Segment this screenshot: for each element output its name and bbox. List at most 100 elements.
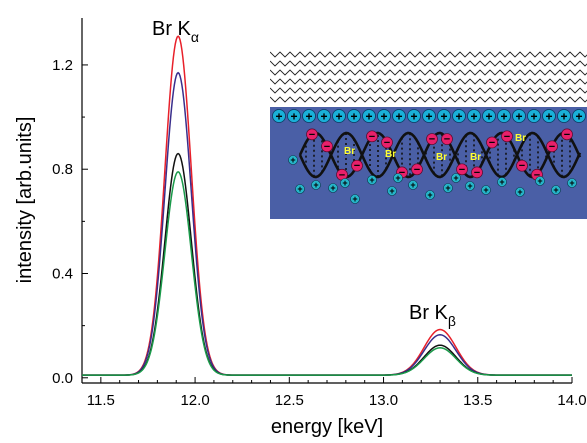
counterion: + — [451, 173, 461, 183]
counterion: + — [497, 177, 507, 187]
x-tick-label: 14.0 — [557, 392, 586, 409]
svg-text:+: + — [395, 173, 400, 183]
svg-text:+: + — [290, 155, 295, 165]
series-layer — [82, 35, 572, 376]
anion-charge: − — [411, 163, 423, 176]
x-tick-label: 13.0 — [369, 392, 398, 409]
surface-charge: + — [377, 109, 391, 124]
surface-charge: + — [422, 109, 436, 124]
svg-text:+: + — [569, 178, 574, 188]
svg-text:−: − — [564, 129, 570, 141]
counterions: ++ + + ++++++++++ ++++++ — [288, 155, 577, 204]
annotation-br-k-beta-sub: β — [448, 313, 456, 329]
inset-br-label: Br — [515, 133, 526, 144]
svg-text:+: + — [517, 187, 522, 197]
counterion: + — [387, 186, 397, 196]
svg-text:+: + — [537, 176, 542, 186]
svg-text:+: + — [380, 110, 387, 124]
annotation-br-k-alpha: Br Kα — [152, 18, 199, 45]
anion-charge: − — [306, 128, 318, 141]
svg-text:−: − — [324, 141, 330, 153]
anion-charge: − — [381, 136, 393, 149]
anion-charge: − — [561, 128, 573, 141]
counterion: + — [340, 178, 350, 188]
series-line — [82, 170, 572, 376]
inset-br-label: Br — [436, 152, 447, 163]
inset-br-label: Br — [385, 149, 396, 160]
svg-text:+: + — [275, 110, 282, 124]
counterion: + — [465, 181, 475, 191]
counterion: + — [551, 185, 561, 195]
svg-text:−: − — [399, 167, 405, 179]
surfactant-chain — [270, 51, 587, 58]
dna-helix: −−−−−−− −− −− −−−−−−− — [298, 128, 582, 181]
y-tick-label: 0.8 — [52, 161, 73, 178]
x-axis-ticks: 11.5 12.0 12.5 13.0 13.5 14.0 — [87, 377, 587, 409]
counterion: + — [328, 183, 338, 193]
surface-charge: + — [467, 109, 481, 124]
svg-text:+: + — [545, 110, 552, 124]
svg-text:+: + — [427, 190, 432, 200]
y-axis-ticks: 0.0 0.4 0.8 1.2 — [52, 57, 88, 387]
annotation-br-k-alpha-sub: α — [191, 29, 199, 45]
svg-text:−: − — [309, 129, 315, 141]
svg-text:+: + — [445, 183, 450, 193]
surface-charge: + — [437, 109, 451, 124]
br-ion-labels: Br Br Br Br Br — [344, 133, 526, 163]
svg-text:+: + — [530, 110, 537, 124]
surfactant-chain — [270, 87, 587, 94]
svg-text:+: + — [483, 185, 488, 195]
y-tick-label: 0.4 — [52, 266, 73, 283]
counterion: + — [408, 180, 418, 190]
counterion: + — [295, 184, 305, 194]
plot-area: 11.5 12.0 12.5 13.0 13.5 14.0 0.0 0.4 0.8 1.2 — [52, 18, 587, 409]
anion-charge: − — [516, 159, 528, 172]
inset-br-label: Br — [344, 146, 355, 157]
anion-charge: − — [321, 140, 333, 153]
svg-text:+: + — [453, 173, 458, 183]
svg-text:+: + — [330, 183, 335, 193]
surface-charge: + — [572, 109, 586, 124]
svg-text:+: + — [389, 186, 394, 196]
counterion: + — [515, 187, 525, 197]
svg-text:+: + — [499, 177, 504, 187]
svg-text:−: − — [504, 131, 510, 143]
y-axis-title: intensity [arb.units] — [14, 117, 36, 284]
surfactant-chain — [270, 96, 587, 103]
svg-text:+: + — [410, 110, 417, 124]
svg-text:+: + — [365, 110, 372, 124]
svg-text:−: − — [534, 169, 540, 181]
x-axis-title: energy [keV] — [271, 416, 383, 438]
counterion: + — [288, 155, 298, 165]
surface-charge: + — [512, 109, 526, 124]
surface-charge: + — [527, 109, 541, 124]
svg-text:+: + — [395, 110, 402, 124]
svg-text:+: + — [369, 175, 374, 185]
anion-charge: − — [426, 133, 438, 146]
inset-schematic: + + + + + + + + + + + + + + + + + + + + + −−−−−−− −− −− −−−−−−−… — [270, 45, 587, 219]
inset-br-label: Br — [470, 152, 481, 163]
counterion: + — [535, 176, 545, 186]
surface-charge: + — [497, 109, 511, 124]
svg-text:−: − — [429, 134, 435, 146]
anion-charge: − — [486, 136, 498, 149]
surfactant-chains — [270, 51, 587, 103]
surfactant-chain — [270, 69, 587, 76]
svg-text:+: + — [470, 110, 477, 124]
svg-text:+: + — [455, 110, 462, 124]
counterion: + — [393, 173, 403, 183]
svg-text:+: + — [560, 110, 567, 124]
surface-charge: + — [452, 109, 466, 124]
surfactant-chain — [270, 60, 587, 67]
y-tick-label: 0.0 — [52, 370, 73, 387]
annotation-br-k-alpha-main: Br K — [152, 18, 192, 40]
svg-text:+: + — [553, 185, 558, 195]
counterion: + — [443, 183, 453, 193]
svg-text:+: + — [335, 110, 342, 124]
y-tick-label: 1.2 — [52, 57, 73, 74]
surface-charge: + — [332, 109, 346, 124]
surface-charge: + — [302, 109, 316, 124]
surface-charge-row: + + + + + + + + + + + + + + + + + + + + + — [272, 109, 586, 124]
counterion: + — [367, 175, 377, 185]
